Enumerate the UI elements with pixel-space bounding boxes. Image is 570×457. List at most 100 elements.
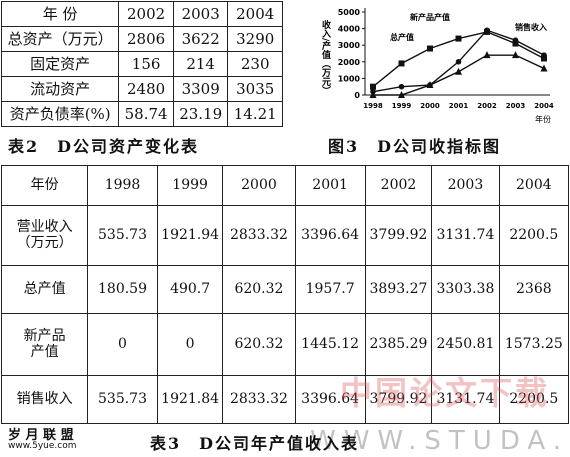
output-table: 年份 1998 1999 2000 2001 2002 2003 2004 营业收入 （万元） 53…: [0, 165, 570, 424]
cell-line: （万元）: [16, 234, 73, 251]
table-cell: 3309: [172, 76, 229, 102]
point: [427, 82, 433, 88]
table-cell: 1573.25: [498, 313, 570, 376]
point: [540, 64, 548, 72]
header-cell: 2004: [227, 1, 283, 27]
header-cell: 年份: [0, 165, 89, 206]
table-row: 固定资产 156 214 230: [0, 51, 283, 77]
point: [369, 91, 377, 98]
table-cell: 3893.27: [364, 265, 433, 314]
table-row: 营业收入 （万元） 535.73 1921.94 2833.32 3396.64 3799.…: [0, 205, 570, 266]
point: [455, 35, 462, 42]
y-tick-label: 5000: [338, 8, 361, 17]
table-cell: 14.21: [227, 101, 283, 127]
table-cell: 2200.5: [498, 205, 570, 266]
table-cell: 0: [87, 313, 158, 376]
table-cell: 销售收入: [0, 375, 89, 424]
table-cell: 总产值: [0, 265, 89, 314]
table-cell: 1921.84: [156, 375, 224, 424]
point: [512, 37, 519, 44]
x-tick-label: 2002: [477, 102, 497, 110]
table-cell: 1445.12: [294, 313, 366, 376]
table-row: 总产值 180.59 490.7 620.32 1957.7 3893.27 3303.38…: [0, 265, 570, 314]
table-cell: 23.19: [172, 101, 229, 127]
table-cell: 3396.64: [294, 375, 366, 424]
point: [484, 27, 490, 34]
point: [541, 52, 547, 58]
series-label: 销售收入: [515, 22, 547, 32]
table-cell: 3131.74: [431, 375, 500, 424]
header-cell: 2002: [118, 1, 174, 27]
table-cell: 2833.32: [222, 205, 296, 266]
table-row: 资产负债率(%) 58.74 23.19 14.21: [0, 101, 283, 127]
point: [427, 45, 433, 52]
point: [370, 88, 376, 95]
header-cell: 2001: [294, 165, 366, 206]
table-cell: 3035: [227, 76, 283, 102]
table-cell: 230: [227, 51, 283, 77]
table-caption: 表3 D公司年产值收入表: [150, 434, 360, 453]
header-cell: 2004: [498, 165, 570, 206]
table-cell: 营业收入 （万元）: [0, 205, 89, 266]
chart: 收入/产值（万元） 年份 0 1000 2000 3000 4000 5000 1998 19…: [320, 8, 554, 124]
table-row: 流动资产 2480 3309 3035: [0, 76, 283, 102]
table-cell: 620.32: [222, 313, 296, 376]
header-cell: 2002: [364, 165, 433, 206]
table-cell: 3131.74: [431, 205, 500, 266]
table-cell: 58.74: [118, 101, 174, 127]
table-row: 新产品 产值 0 0 620.32 1445.12 2385.29 2450.81 1573.2…: [0, 313, 570, 376]
point: [455, 59, 462, 65]
point: [512, 40, 519, 47]
y-tick-label: 4000: [338, 25, 361, 34]
table-cell: 490.7: [156, 265, 224, 314]
table-cell: 535.73: [87, 205, 158, 266]
table-cell: 156: [118, 51, 174, 77]
table-cell: 214: [172, 51, 229, 77]
table-cell: 180.59: [87, 265, 158, 314]
table-cell: 2385.29: [364, 313, 433, 376]
cell-line: 产值: [30, 343, 59, 360]
x-tick-label: 2001: [449, 102, 469, 110]
table-cell: 3799.92: [364, 375, 433, 424]
table-cell: 2368: [498, 265, 570, 314]
table-cell: 620.32: [222, 265, 296, 314]
series-label: 总产值: [390, 32, 414, 42]
watermark: 中国论文下载: [340, 374, 551, 412]
table-cell: 1921.94: [156, 205, 224, 266]
series-label: 新产品产值: [410, 12, 450, 22]
table-cell: 3396.64: [294, 205, 366, 266]
table-cell: 3622: [172, 26, 229, 52]
y-tick-label: 0: [354, 91, 360, 100]
table-row: 年份 1998 1999 2000 2001 2002 2003 2004: [0, 165, 570, 206]
table-cell: 资产负债率(%): [0, 101, 120, 127]
figure-caption: 图3 D公司收指标图: [328, 137, 502, 156]
header-cell: 年 份: [0, 1, 120, 27]
table-cell: 2450.81: [431, 313, 500, 376]
x-tick-label: 2003: [506, 102, 526, 110]
table-cell: 2200.5: [498, 375, 570, 424]
header-cell: 2003: [172, 1, 229, 27]
point: [455, 67, 462, 75]
table-cell: 总资产（万元）: [0, 26, 120, 52]
cell-line: 营业收入: [16, 219, 73, 236]
x-tick-label: 1999: [392, 102, 412, 110]
table-caption: 表2 D公司资产变化表: [8, 137, 200, 156]
x-axis-label: 年份: [535, 114, 551, 124]
table-cell: 固定资产: [0, 51, 120, 77]
table-cell: 流动资产: [0, 76, 120, 102]
header-cell: 1999: [156, 165, 224, 206]
table-cell: 2480: [118, 76, 174, 102]
table-row: 总资产（万元） 2806 3622 3290: [0, 26, 283, 52]
watermark-url: WWW.STUDA.: [310, 426, 569, 456]
table-cell: 2833.32: [222, 375, 296, 424]
header-cell: 2003: [431, 165, 500, 206]
table-cell: 3290: [227, 26, 283, 52]
point: [483, 51, 491, 59]
x-tick-label: 1998: [363, 102, 383, 110]
table-cell: 535.73: [87, 375, 158, 424]
y-tick-label: 1000: [338, 74, 361, 83]
point: [512, 51, 519, 59]
point: [398, 83, 405, 90]
table-cell: 3799.92: [364, 205, 433, 266]
